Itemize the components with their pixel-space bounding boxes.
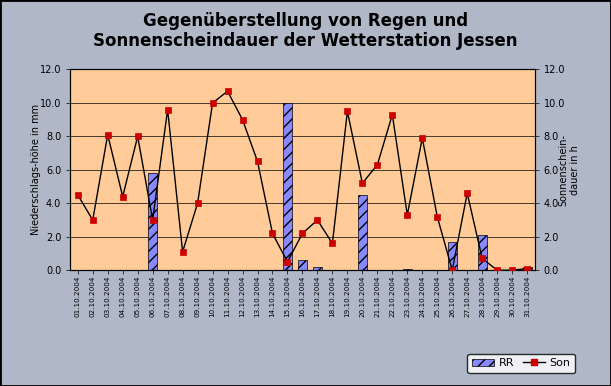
Bar bbox=[298, 260, 307, 270]
Bar bbox=[283, 103, 292, 270]
Bar bbox=[358, 195, 367, 270]
Legend: RR, Son: RR, Son bbox=[467, 354, 575, 373]
Bar bbox=[522, 267, 532, 270]
Bar bbox=[478, 235, 487, 270]
Bar bbox=[448, 242, 457, 270]
Bar bbox=[148, 173, 157, 270]
Y-axis label: Sonnenschein-
dauer in h: Sonnenschein- dauer in h bbox=[558, 134, 580, 206]
Text: Gegenüberstellung von Regen und
Sonnenscheindauer der Wetterstation Jessen: Gegenüberstellung von Regen und Sonnensc… bbox=[93, 12, 518, 51]
Bar bbox=[313, 267, 322, 270]
Y-axis label: Niederschlags-höhe in mm: Niederschlags-höhe in mm bbox=[31, 104, 40, 235]
Bar bbox=[403, 269, 412, 270]
